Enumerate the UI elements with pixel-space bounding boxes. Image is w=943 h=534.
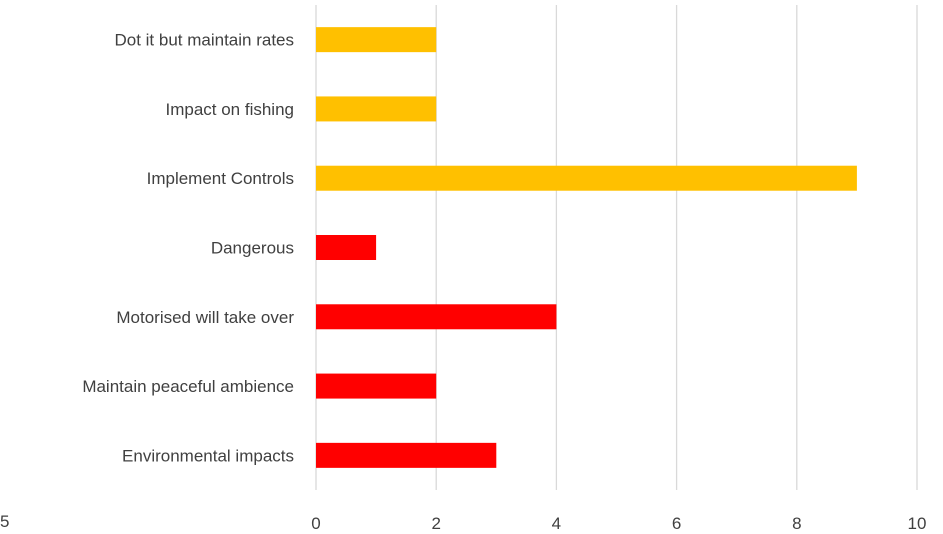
bar bbox=[316, 96, 437, 122]
x-tick-label: 4 bbox=[552, 514, 561, 533]
bar bbox=[316, 235, 377, 260]
x-tick-label: 6 bbox=[672, 514, 681, 533]
x-tick-label: 10 bbox=[908, 514, 927, 533]
category-label: Implement Controls bbox=[147, 169, 294, 188]
bar bbox=[316, 373, 437, 399]
x-tick-label: 8 bbox=[792, 514, 801, 533]
category-label: Dot it but maintain rates bbox=[114, 31, 294, 50]
category-label: Motorised will take over bbox=[116, 308, 294, 327]
page-number: 5 bbox=[0, 512, 10, 531]
gridlines bbox=[315, 5, 918, 490]
bars bbox=[316, 27, 857, 468]
x-tick-label: 0 bbox=[311, 514, 320, 533]
category-labels: Dot it but maintain rates Impact on fishi… bbox=[82, 31, 294, 466]
x-tick-labels: 0 2 4 6 8 10 bbox=[311, 514, 926, 533]
category-label: Environmental impacts bbox=[122, 446, 294, 465]
x-tick-label: 2 bbox=[431, 514, 440, 533]
category-label: Dangerous bbox=[211, 239, 294, 258]
category-label: Impact on fishing bbox=[165, 100, 294, 119]
bar bbox=[316, 442, 497, 468]
bar bbox=[316, 165, 857, 191]
bar bbox=[316, 27, 437, 53]
bar bbox=[316, 304, 557, 330]
category-label: Maintain peaceful ambience bbox=[82, 377, 294, 396]
